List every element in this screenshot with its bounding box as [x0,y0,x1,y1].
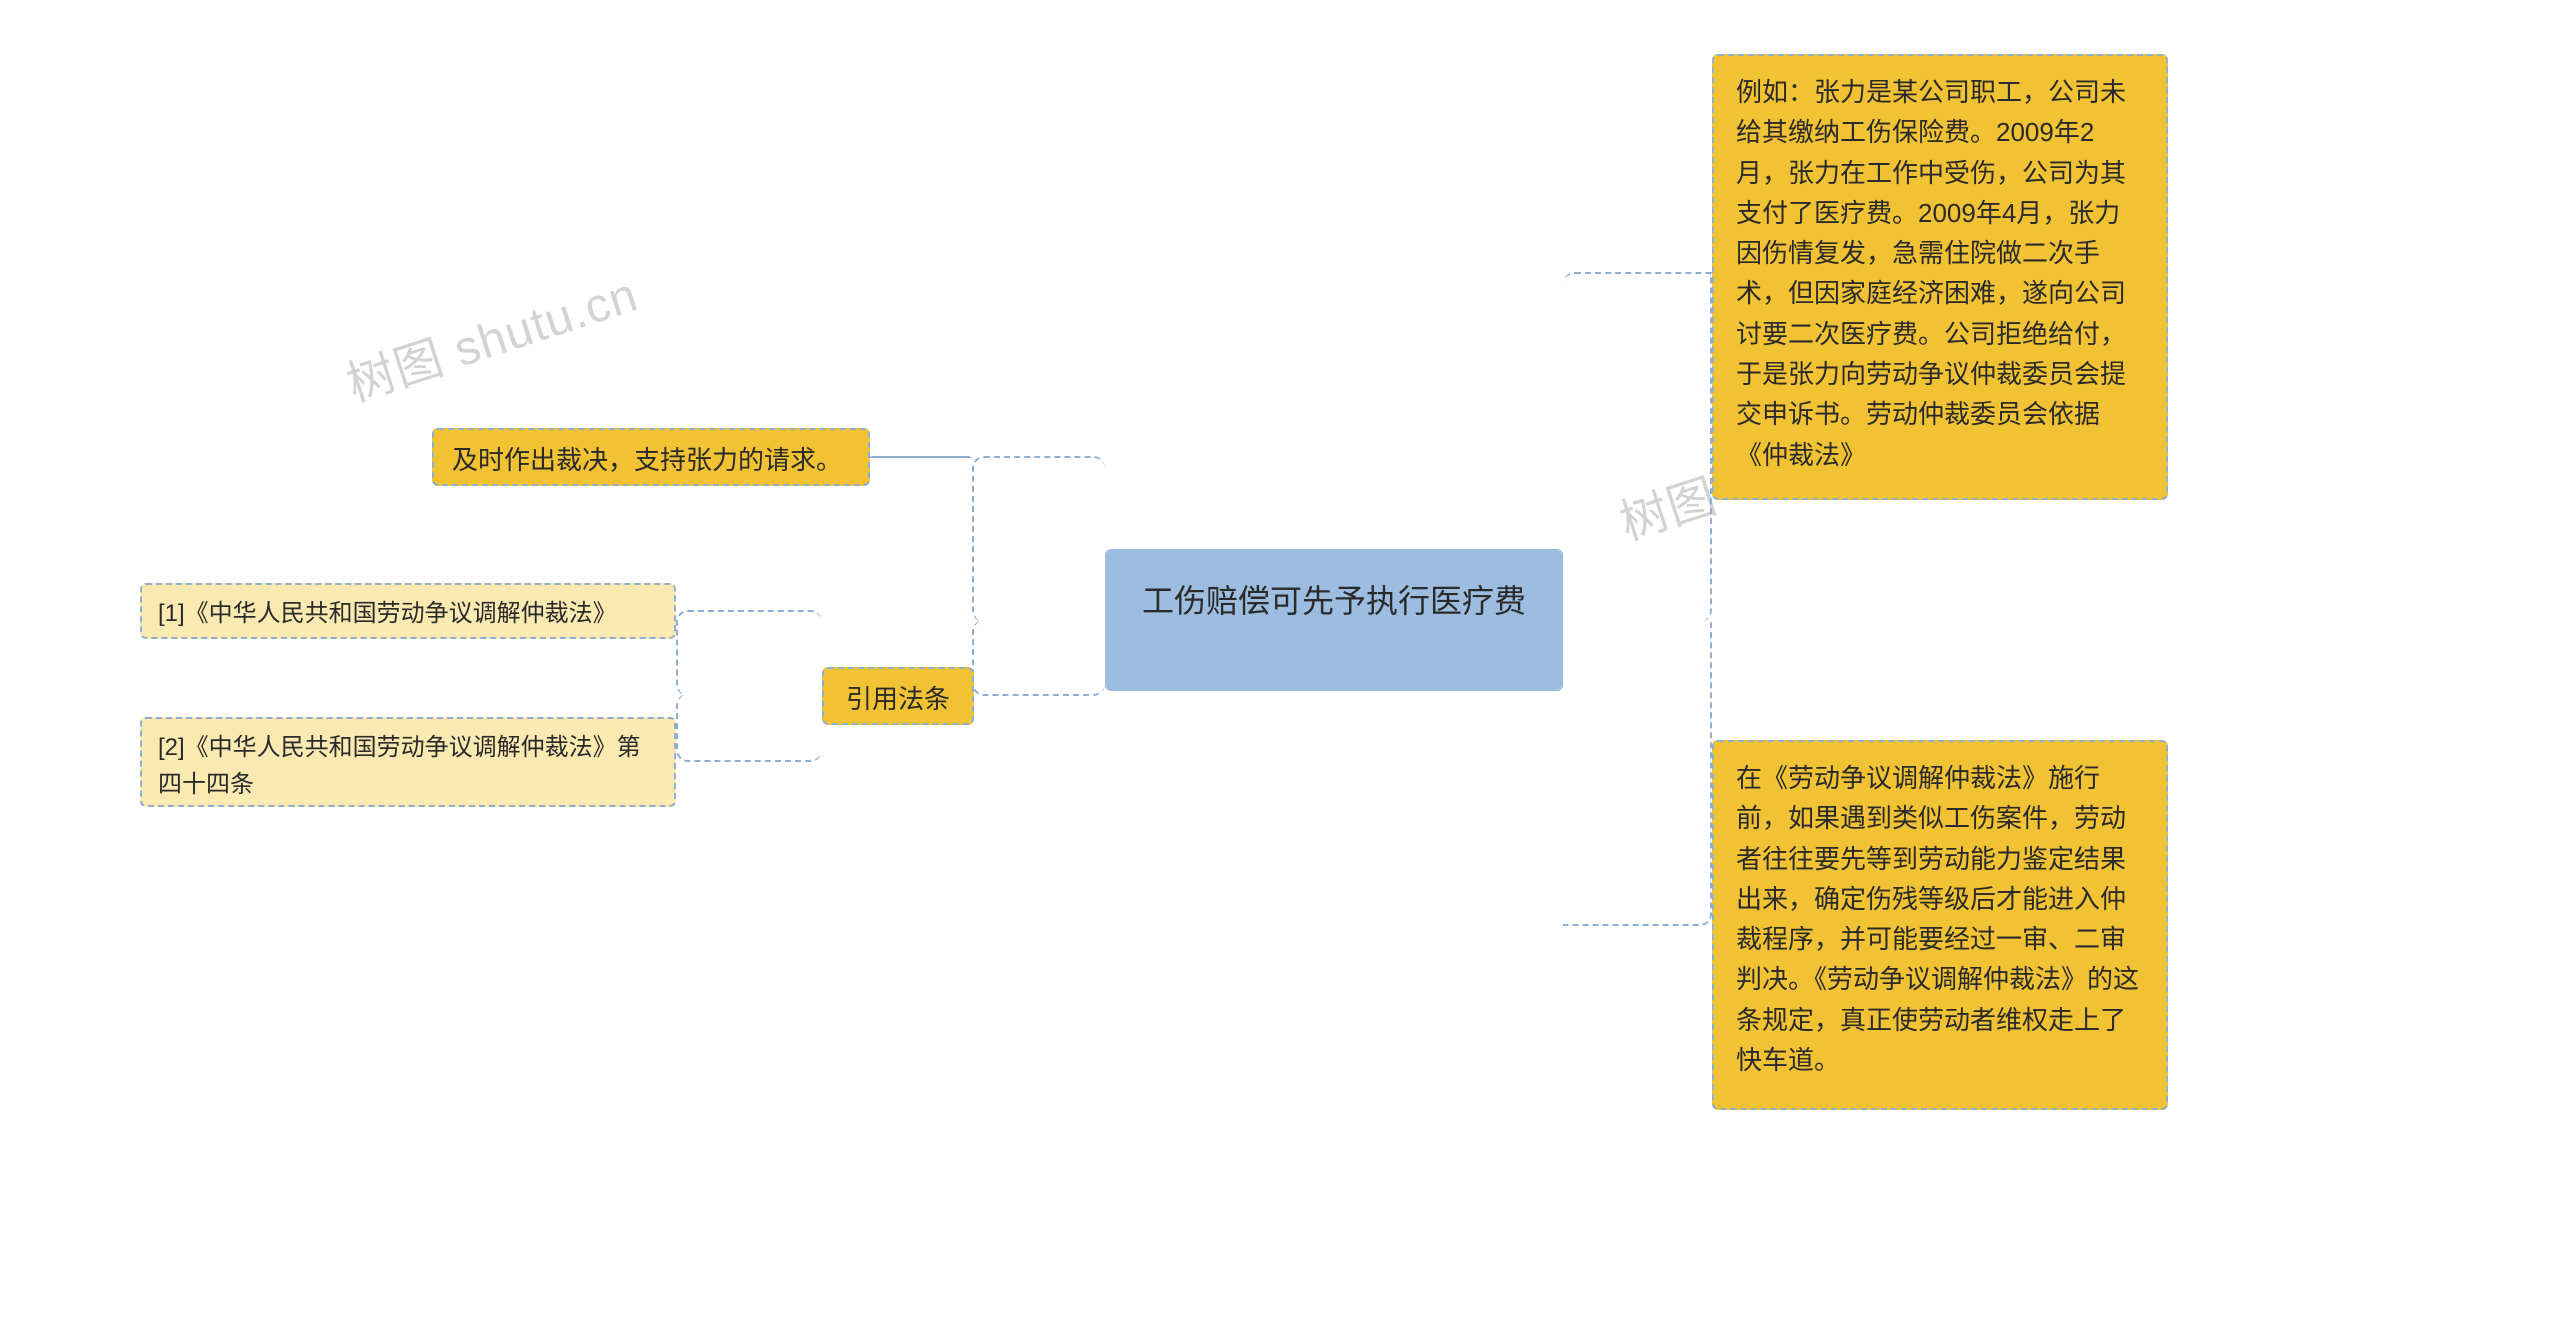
left-citation: 引用法条 [822,667,974,725]
watermark: 树图 shutu.cn [337,255,646,415]
right-box-example: 例如：张力是某公司职工，公司未给其缴纳工伤保险费。2009年2月，张力在工作中受… [1712,54,2168,500]
connector-citation-bottom [676,694,822,762]
left-decision: 及时作出裁决，支持张力的请求。 [432,428,870,486]
connector-decision [870,456,972,458]
connector-left-top [972,456,1105,622]
left-ref1: [1]《中华人民共和国劳动争议调解仲裁法》 [140,583,676,639]
root-node: 工伤赔偿可先予执行医疗费 [1105,549,1563,691]
right-box-explanation: 在《劳动争议调解仲裁法》施行前，如果遇到类似工伤案件，劳动者往往要先等到劳动能力… [1712,740,2168,1110]
connector-citation-top [676,610,822,696]
connector-right-bottom [1563,620,1712,926]
connector-right-top [1563,272,1712,622]
left-ref2: [2]《中华人民共和国劳动争议调解仲裁法》第四十四条 [140,717,676,807]
connector-left-bottom [972,620,1105,696]
